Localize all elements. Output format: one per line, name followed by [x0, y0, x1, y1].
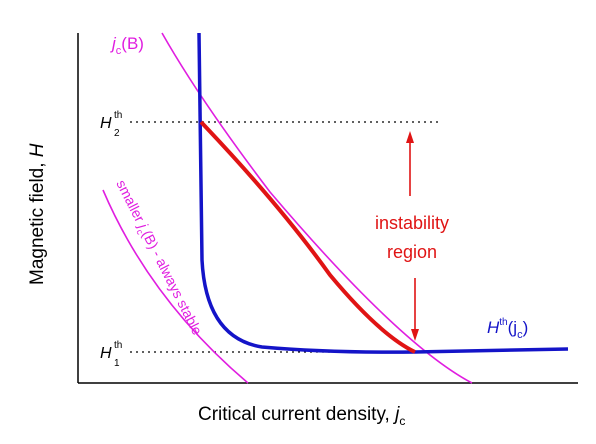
- instability-label-line1: instability: [375, 213, 449, 233]
- hth-label: Hth(jc): [487, 317, 528, 341]
- jcb-curve: [161, 32, 473, 384]
- h2-sup: th: [114, 110, 122, 121]
- jcb-label: jc(B): [110, 34, 144, 57]
- threshold-curve: [197, 32, 569, 354]
- h1-sup: th: [114, 340, 122, 351]
- arrow-down-head: [411, 329, 419, 341]
- h2-sub: 2: [114, 128, 120, 139]
- h2-label: H: [100, 115, 112, 132]
- smaller-jcb-label: smaller jc(B) - always stable: [111, 177, 206, 339]
- h1-sub: 1: [114, 358, 120, 369]
- instability-curve: [199, 120, 416, 354]
- instability-label-line2: region: [387, 242, 437, 262]
- smaller-jcb-curve: [102, 189, 249, 384]
- y-axis-label: Magnetic field, H: [27, 143, 48, 285]
- x-axis-label: Critical current density, jc: [198, 404, 405, 428]
- arrow-up-head: [406, 131, 414, 143]
- h1-label: H: [100, 345, 112, 362]
